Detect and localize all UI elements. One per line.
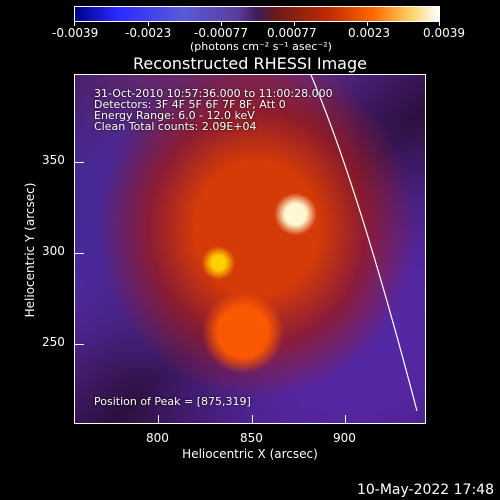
- colorbar-tick-label: -0.0039: [52, 26, 99, 40]
- rhessi-image: [75, 75, 425, 423]
- x-tick-label: 850: [240, 431, 263, 445]
- colorbar-tick-label: 0.00077: [267, 26, 317, 40]
- solar-limb-line: [310, 75, 418, 412]
- plot-title: Reconstructed RHESSI Image: [133, 54, 367, 73]
- solar-limb-overlay: [310, 75, 418, 412]
- info-clean-counts: Clean Total counts: 2.09E+04: [94, 120, 257, 133]
- colorbar-tick: [439, 22, 440, 26]
- y-tick-label: 350: [42, 153, 65, 167]
- y-tick-mark: [75, 344, 84, 345]
- colorbar-tick: [367, 22, 368, 26]
- colorbar-tick-label: 0.0023: [348, 26, 390, 40]
- x-tick-mark: [345, 415, 346, 424]
- colorbar-tick-label: 0.0039: [423, 26, 465, 40]
- y-tick-label: 250: [42, 335, 65, 349]
- colorbar-units: (photons cm⁻² s⁻¹ asec⁻²): [190, 40, 332, 53]
- plot-frame: [74, 74, 426, 424]
- y-tick-label: 300: [42, 244, 65, 258]
- y-tick-mark: [75, 162, 84, 163]
- colorbar-tick: [74, 22, 75, 26]
- colorbar: [74, 6, 440, 22]
- info-energy-range: Energy Range: 6.0 - 12.0 keV: [94, 109, 255, 122]
- footer-timestamp: 10-May-2022 17:48: [356, 482, 494, 498]
- colorbar-tick: [148, 22, 149, 26]
- x-axis-label: Heliocentric X (arcsec): [182, 447, 318, 461]
- x-tick-mark: [252, 415, 253, 424]
- colorbar-tick-label: -0.0023: [125, 26, 172, 40]
- info-detectors: Detectors: 3F 4F 5F 6F 7F 8F, Att 0: [94, 98, 286, 111]
- colorbar-tick: [294, 22, 295, 26]
- info-peak-position: Position of Peak = [875,319]: [94, 395, 251, 408]
- info-time-range: 31-Oct-2010 10:57:36.000 to 11:00:28.000: [94, 87, 333, 100]
- y-axis-label: Heliocentric Y (arcsec): [23, 182, 37, 318]
- colorbar-tick: [221, 22, 222, 26]
- colorbar-tick-label: -0.00077: [194, 26, 248, 40]
- x-tick-label: 900: [333, 431, 356, 445]
- x-tick-label: 800: [146, 431, 169, 445]
- y-tick-mark: [75, 253, 84, 254]
- x-tick-mark: [158, 415, 159, 424]
